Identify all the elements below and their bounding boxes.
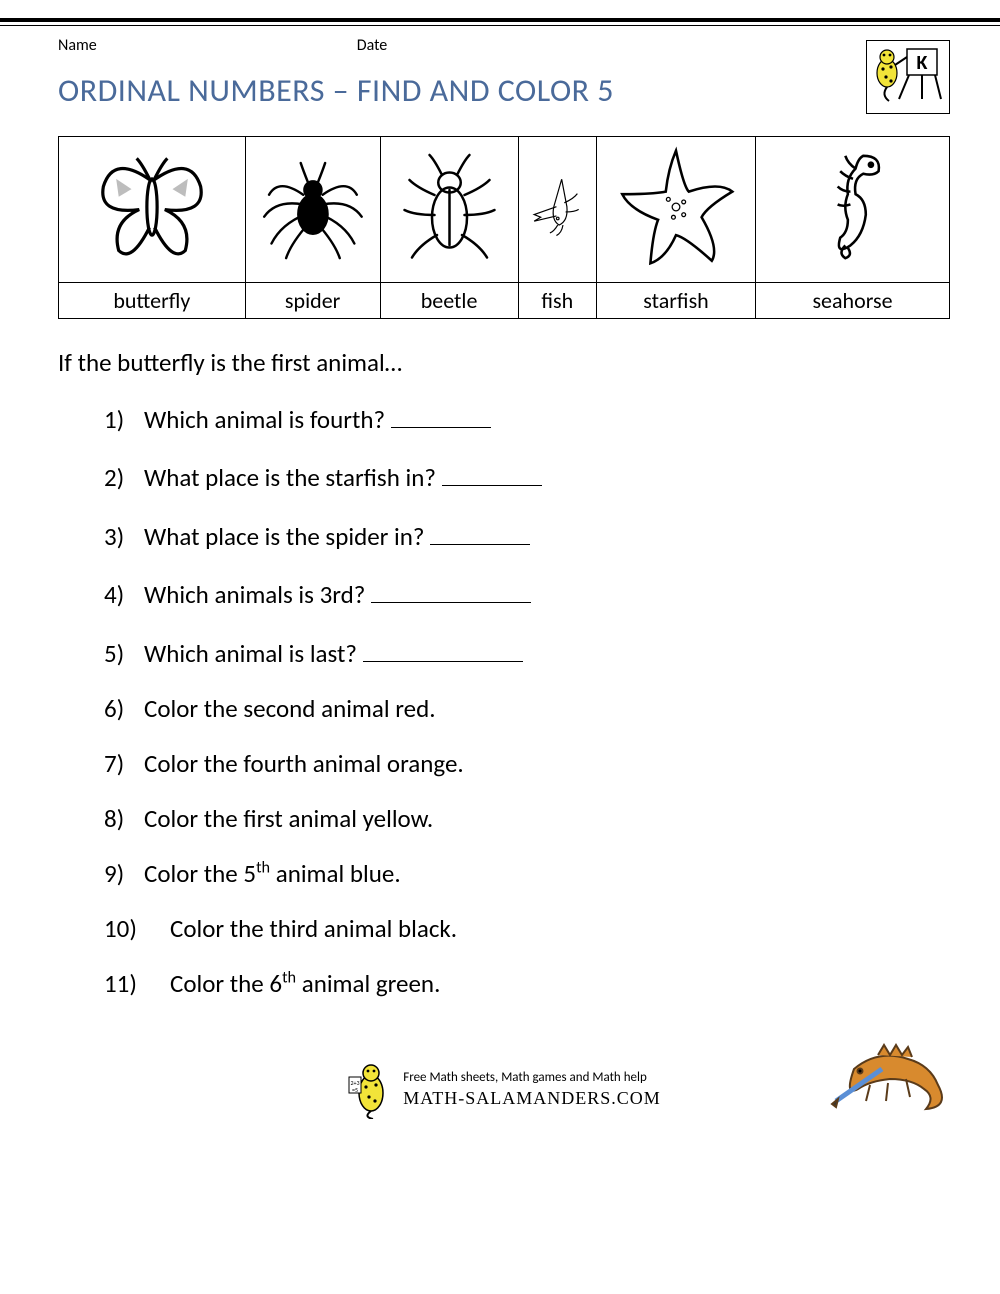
top-rule (0, 18, 1000, 26)
animal-cell-beetle (380, 137, 518, 283)
question-item: 11)Color the 6th animal green. (104, 968, 950, 999)
footer-logo-icon: 2+3 =5 (347, 1063, 395, 1119)
footer-site: MATH-SALAMANDERS.COM (403, 1087, 661, 1110)
footer-center: 2+3 =5 Free Math sheets, Math games and … (347, 1063, 661, 1119)
footer: 2+3 =5 Free Math sheets, Math games and … (58, 1029, 950, 1119)
spider-icon (252, 146, 374, 268)
name-date-row: Name Date (58, 36, 866, 55)
question-number: 8) (104, 803, 144, 834)
question-number: 11) (104, 968, 170, 999)
question-number: 4) (104, 579, 144, 610)
answer-blank[interactable] (430, 517, 530, 545)
grade-letter: K (917, 51, 928, 75)
grade-badge-icon: K (869, 43, 947, 111)
question-item: 1)Which animal is fourth? (104, 400, 950, 435)
question-number: 2) (104, 462, 144, 493)
question-text: Color the fourth animal orange. (144, 748, 464, 779)
animal-label: starfish (597, 283, 756, 319)
footer-lizard-icon (830, 1029, 960, 1119)
starfish-icon (612, 143, 740, 271)
header: Name Date ORDINAL NUMBERS – FIND AND COL… (58, 36, 950, 136)
beetle-icon (387, 145, 512, 270)
question-item: 10)Color the third animal black. (104, 913, 950, 944)
question-item: 8)Color the first animal yellow. (104, 803, 950, 834)
question-number: 1) (104, 404, 144, 435)
question-number: 7) (104, 748, 144, 779)
answer-blank[interactable] (363, 634, 523, 662)
question-item: 3)What place is the spider in? (104, 517, 950, 552)
question-number: 9) (104, 858, 144, 889)
question-text: What place is the spider in? (144, 521, 424, 552)
name-label: Name (58, 36, 97, 55)
question-text: Color the third animal black. (170, 913, 457, 944)
header-left: Name Date ORDINAL NUMBERS – FIND AND COL… (58, 36, 866, 136)
answer-blank[interactable] (391, 400, 491, 428)
animal-label: spider (245, 283, 380, 319)
question-number: 10) (104, 913, 170, 944)
animal-cell-butterfly (59, 137, 246, 283)
animal-label: beetle (380, 283, 518, 319)
animal-label: fish (518, 283, 596, 319)
question-text: Color the 6th animal green. (170, 968, 440, 999)
question-item: 5)Which animal is last? (104, 634, 950, 669)
question-number: 5) (104, 638, 144, 669)
animal-label: seahorse (756, 283, 950, 319)
prompt-text: If the butterfly is the first animal… (58, 347, 950, 378)
answer-blank[interactable] (371, 576, 531, 604)
question-text: Color the 5th animal blue. (144, 858, 401, 889)
question-text: Which animals is 3rd? (144, 579, 365, 610)
seahorse-icon (789, 143, 917, 271)
question-item: 4)Which animals is 3rd? (104, 576, 950, 611)
animal-cell-seahorse (756, 137, 950, 283)
footer-tagline: Free Math sheets, Math games and Math he… (403, 1070, 661, 1087)
question-text: Color the first animal yellow. (144, 803, 433, 834)
answer-blank[interactable] (442, 459, 542, 487)
animal-cell-starfish (597, 137, 756, 283)
animal-cell-spider (245, 137, 380, 283)
question-item: 2)What place is the starfish in? (104, 459, 950, 494)
animal-label-row: butterfly spider beetle fish starfish se… (59, 283, 950, 319)
question-number: 6) (104, 693, 144, 724)
butterfly-icon (88, 143, 216, 271)
animal-cell-fish (518, 137, 596, 283)
worksheet-page: Name Date ORDINAL NUMBERS – FIND AND COL… (0, 36, 1000, 1119)
question-item: 6)Color the second animal red. (104, 693, 950, 724)
page-title: ORDINAL NUMBERS – FIND AND COLOR 5 (58, 71, 866, 110)
question-text: Color the second animal red. (144, 693, 436, 724)
question-item: 7)Color the fourth animal orange. (104, 748, 950, 779)
question-text: Which animal is fourth? (144, 404, 385, 435)
date-label: Date (357, 36, 388, 55)
question-item: 9)Color the 5th animal blue. (104, 858, 950, 889)
question-list: 1)Which animal is fourth? 2)What place i… (58, 400, 950, 999)
grade-badge: K (866, 40, 950, 114)
animal-image-row (59, 137, 950, 283)
footer-text: Free Math sheets, Math games and Math he… (403, 1070, 661, 1110)
animal-table: butterfly spider beetle fish starfish se… (58, 136, 950, 319)
animal-label: butterfly (59, 283, 246, 319)
question-text: What place is the starfish in? (144, 462, 436, 493)
question-number: 3) (104, 521, 144, 552)
svg-text:=5: =5 (352, 1086, 358, 1094)
fish-icon (525, 174, 590, 239)
question-text: Which animal is last? (144, 638, 357, 669)
